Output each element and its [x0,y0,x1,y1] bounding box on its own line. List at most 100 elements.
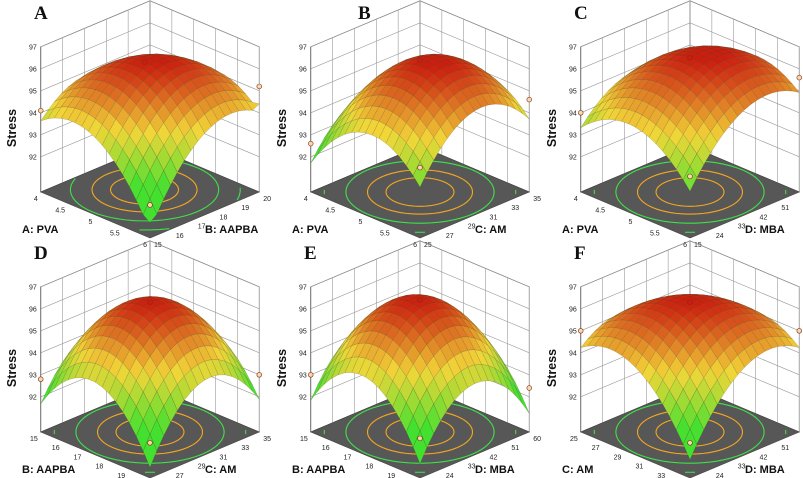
surface-cell [676,414,691,445]
design-point [796,74,802,81]
surface-cell [344,108,359,125]
surface-cell [635,354,650,376]
x-tick-label: 5.5 [650,231,660,238]
surface-cell [413,161,427,188]
floor-contour [636,169,744,215]
surface-cell [406,111,421,131]
x-tick-label: 6 [413,242,417,249]
surface-cell [683,401,697,430]
floor-contour [655,177,725,207]
y-axis-label: D: MBA [745,464,785,476]
surface-cell [170,307,185,317]
surface-cell [156,170,171,200]
surface-cell [183,369,199,393]
surface-cell [231,99,246,112]
z-tick-label: 93 [569,132,577,139]
x-axis-label: B: AAPBA [292,464,345,476]
surface-cell [142,356,158,380]
x-tick-label: 6 [683,242,687,249]
surface-cell [115,78,130,93]
design-point [687,440,693,446]
floor-contour [385,177,455,207]
y-tick-label: 31 [220,454,228,461]
y-tick-label: 20 [263,196,271,203]
surface-cell [122,299,137,305]
panel-letter: D [34,243,48,264]
z-tick-label: 93 [569,372,577,379]
surface-cell [204,325,219,340]
surface-cell [481,331,496,350]
x-tick-label: 15 [30,436,38,443]
z-tick-label: 97 [569,44,577,51]
z-tick-label: 95 [29,88,37,95]
panel-f: 929394959697252729313335152433425160C: A… [545,240,802,478]
surface-cell [95,312,110,324]
surface-cell [508,379,523,404]
x-tick-label: 5 [88,219,92,226]
surface-cell [682,310,698,323]
z-tick-label: 95 [299,88,307,95]
x-axis-label: B: AAPBA [22,464,75,476]
z-axis-label: Stress [545,109,559,147]
surface-cell [399,70,414,80]
x-tick-label: 5 [628,219,632,226]
surface-cell [310,375,325,401]
panel-d: 929394959697151617181920252729313335B: A… [5,240,271,478]
surface-cell [614,87,629,99]
surface-cell [331,349,346,369]
z-tick-label: 95 [29,328,37,335]
surface-cell [628,111,643,128]
x-tick-label: 27 [592,445,600,452]
design-point [796,328,802,334]
x-tick-label: 16 [52,445,60,452]
y-axis-label: B: AAPBA [205,224,258,236]
surface-cell [95,124,110,146]
response-surface [310,53,530,188]
surface-cell [460,312,475,326]
y-tick-label: 42 [760,214,768,221]
response-surface [580,45,800,192]
panel-letter: A [34,3,48,24]
z-tick-label: 92 [299,154,307,161]
x-tick-label: 4.5 [55,208,65,215]
surface-cell [95,335,110,350]
surface-cell [129,171,144,201]
z-tick-label: 92 [29,154,37,161]
y-tick-label: 51 [511,445,519,452]
z-tick-label: 92 [569,154,577,161]
z-tick-label: 92 [299,394,307,401]
y-tick-label: 51 [781,445,789,452]
surface-cell [662,54,677,60]
surface-cell [364,85,380,98]
y-tick-label: 42 [760,454,768,461]
surface-cell [399,59,414,66]
z-tick-label: 92 [569,394,577,401]
y-tick-label: 31 [490,214,498,221]
surface-cell [494,352,509,374]
z-tick-label: 95 [299,328,307,335]
z-tick-label: 96 [299,66,307,73]
surface-cell [419,127,434,150]
z-tick-label: 97 [29,44,37,51]
design-point [687,299,693,305]
surface-cell [628,348,643,368]
z-tick-label: 93 [299,132,307,139]
surface-cell [662,317,677,332]
floor-contour [615,160,765,224]
design-point [687,173,693,180]
surface-cell [406,343,421,365]
surface-cell [129,55,144,60]
surface-cell [177,324,192,339]
surface-cell [426,310,441,323]
x-tick-label: 5.5 [110,231,120,238]
x-tick-label: 4 [304,196,308,203]
surface-cell [224,82,240,92]
z-tick-label: 94 [29,350,37,357]
design-point [526,385,532,391]
x-axis-label: C: AM [562,464,593,476]
surface-cell [102,60,116,67]
surface-cell [730,354,745,376]
surface-cell [204,359,219,377]
z-axis-label: Stress [275,349,289,387]
